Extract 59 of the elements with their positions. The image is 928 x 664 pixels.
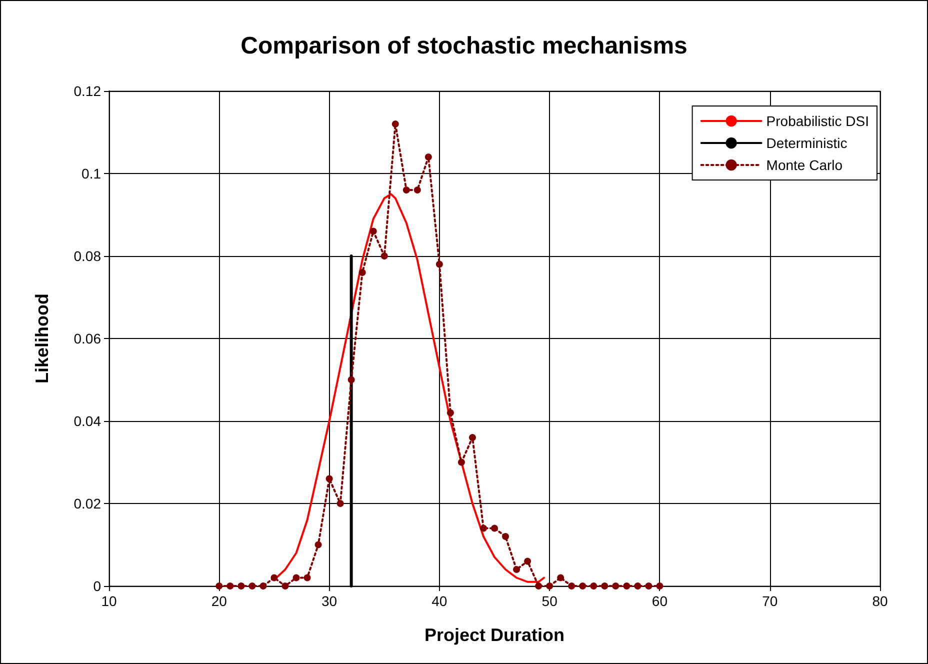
point [579, 582, 586, 590]
point [326, 475, 333, 482]
point [238, 582, 245, 590]
x-tick-label: 10 [101, 593, 117, 609]
point [260, 582, 267, 590]
point [568, 582, 576, 590]
point [502, 533, 510, 540]
point [446, 409, 454, 416]
point [370, 228, 377, 235]
point [380, 252, 388, 260]
point [392, 120, 399, 128]
x-tick-label: 60 [652, 593, 668, 609]
point [480, 524, 487, 532]
point [358, 269, 366, 276]
point [601, 582, 608, 590]
point [634, 582, 642, 590]
point [226, 582, 234, 590]
point [468, 434, 476, 441]
legend-label: Deterministic [766, 135, 848, 151]
y-tick-label: 0.1 [82, 166, 102, 182]
point [424, 154, 432, 160]
point [623, 582, 630, 590]
y-axis-title: Likelihood [32, 294, 52, 384]
point [348, 376, 355, 384]
point [513, 566, 520, 573]
point [336, 500, 344, 507]
point [491, 524, 498, 532]
y-tick-label: 0.08 [74, 248, 102, 264]
point [282, 582, 289, 590]
x-tick-label: 30 [321, 593, 338, 609]
point [645, 582, 652, 590]
point [414, 186, 421, 194]
point [304, 574, 311, 582]
y-tick-label: 0.12 [74, 83, 102, 99]
x-tick-label: 70 [762, 593, 778, 609]
point [402, 186, 410, 194]
legend-label: Probabilistic DSI [766, 113, 869, 129]
x-tick-label: 20 [211, 593, 228, 609]
point [612, 582, 620, 590]
point [314, 541, 322, 548]
y-tick-label: 0.02 [74, 496, 102, 512]
x-tick-label: 50 [542, 593, 558, 609]
point [248, 582, 256, 590]
point [590, 582, 598, 590]
x-axis-title: Project Duration [424, 625, 565, 645]
point [270, 574, 278, 582]
point [535, 582, 542, 590]
y-tick-label: 0 [93, 578, 102, 594]
point [436, 260, 443, 268]
point [557, 574, 564, 582]
y-tick-label: 0.06 [74, 330, 102, 346]
point [292, 574, 300, 582]
point [524, 558, 532, 565]
y-tick-label: 0.04 [74, 413, 102, 429]
x-tick-label: 80 [872, 593, 888, 609]
chart-title: Comparison of stochastic mechanisms [240, 32, 688, 60]
legend-label: Monte Carlo [766, 157, 843, 173]
x-tick-label: 40 [432, 593, 448, 609]
point [458, 458, 465, 466]
